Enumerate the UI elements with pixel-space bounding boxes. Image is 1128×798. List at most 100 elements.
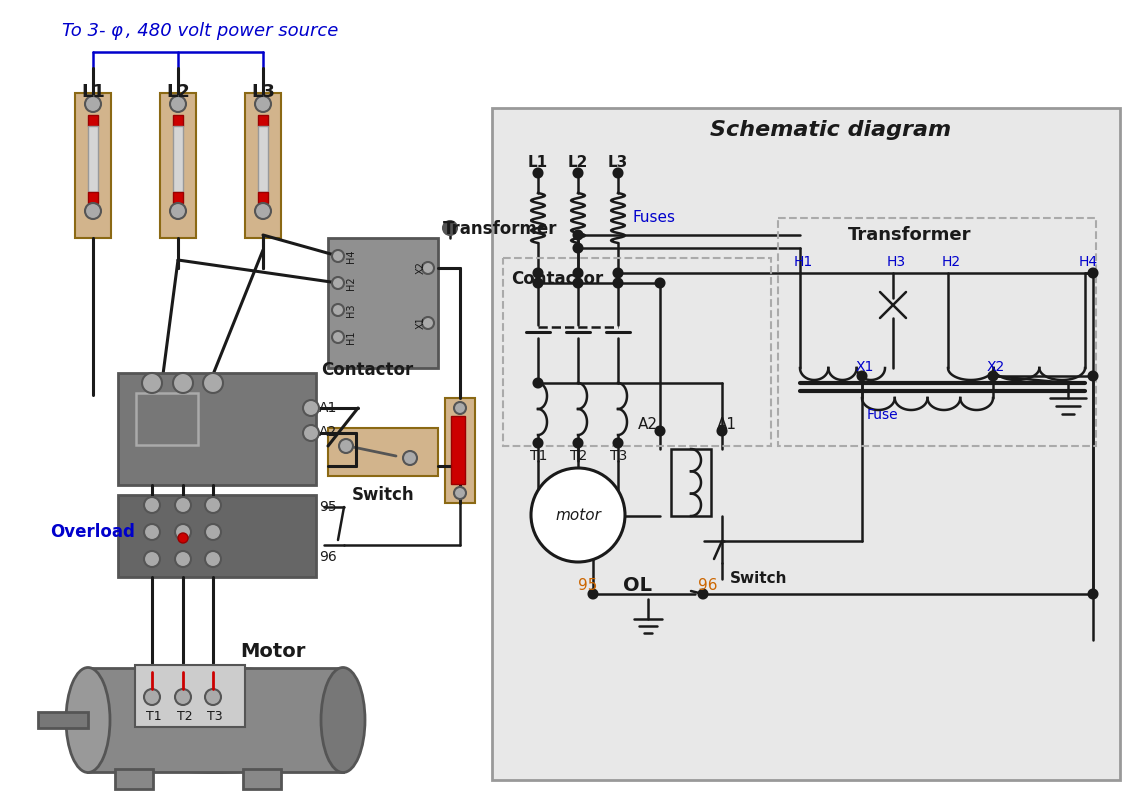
Text: A1: A1 [717,417,737,432]
Bar [88,126,98,192]
Circle shape [303,425,319,441]
Circle shape [422,317,434,329]
Circle shape [719,427,726,435]
Circle shape [1089,590,1098,598]
Circle shape [85,203,102,219]
Circle shape [614,439,622,447]
Text: L1: L1 [81,83,105,101]
Circle shape [534,169,541,177]
Bar [245,93,281,238]
Circle shape [144,497,160,513]
Text: H3: H3 [346,303,356,317]
Text: H1: H1 [346,330,356,344]
Circle shape [173,373,193,393]
Circle shape [699,590,707,598]
Bar [671,449,711,516]
Text: Transformer: Transformer [443,220,557,238]
Bar [88,192,98,203]
Bar [492,108,1120,780]
Circle shape [205,689,221,705]
Bar [74,93,111,238]
Circle shape [175,689,191,705]
Circle shape [178,533,188,543]
Text: Contactor: Contactor [321,361,413,379]
Text: H4: H4 [1079,255,1099,269]
Text: Overload: Overload [50,523,135,541]
Circle shape [453,402,466,414]
Circle shape [303,400,319,416]
Bar [258,126,268,192]
Text: T2: T2 [570,449,588,463]
Circle shape [332,277,344,289]
Bar [503,258,772,446]
Text: Switch: Switch [730,571,787,586]
Bar [328,238,438,368]
Text: OL: OL [623,576,652,595]
Text: T1: T1 [146,710,161,723]
Text: L3: L3 [608,155,628,170]
Circle shape [614,269,622,277]
Circle shape [255,203,271,219]
Circle shape [574,279,582,287]
Bar [136,393,199,445]
Text: L2: L2 [166,83,190,101]
Circle shape [170,203,186,219]
Bar [243,769,281,789]
Bar [173,115,183,126]
Circle shape [170,96,186,112]
Text: motor: motor [555,508,601,523]
Circle shape [858,372,866,380]
Text: Transformer: Transformer [848,226,971,244]
Circle shape [614,279,622,287]
Text: H3: H3 [887,255,906,269]
Circle shape [1089,269,1098,277]
Text: A1: A1 [319,401,337,415]
Text: φ: φ [111,22,122,40]
Circle shape [574,244,582,252]
Circle shape [422,262,434,274]
Circle shape [614,169,622,177]
Circle shape [340,439,353,453]
Bar [118,373,316,485]
Circle shape [574,169,582,177]
Bar [258,192,268,203]
Text: L1: L1 [528,155,548,170]
Circle shape [205,551,221,567]
Text: X1: X1 [416,317,426,330]
Bar [160,93,196,238]
Bar [118,495,316,577]
Bar [115,769,153,789]
Text: 95: 95 [319,500,336,514]
Ellipse shape [68,667,362,772]
Text: 96: 96 [698,578,717,593]
Circle shape [656,279,664,287]
Circle shape [656,427,664,435]
Text: X1: X1 [856,360,874,374]
Circle shape [1089,372,1098,380]
Circle shape [142,373,162,393]
Text: 96: 96 [319,550,337,564]
Circle shape [453,487,466,499]
Circle shape [205,497,221,513]
Text: Schematic diagram: Schematic diagram [710,120,951,140]
Circle shape [534,379,541,387]
Ellipse shape [321,667,365,772]
Circle shape [443,221,457,235]
Text: Switch: Switch [352,486,414,504]
Bar [173,192,183,203]
Bar [451,416,465,484]
Text: H2: H2 [942,255,961,269]
Text: H4: H4 [346,249,356,263]
Circle shape [332,304,344,316]
Bar [778,218,1096,446]
Circle shape [332,331,344,343]
Circle shape [203,373,223,393]
Circle shape [144,689,160,705]
Circle shape [175,524,191,540]
Circle shape [144,551,160,567]
Text: Contactor: Contactor [511,270,603,288]
Text: H2: H2 [346,276,356,290]
Circle shape [989,372,997,380]
Circle shape [255,96,271,112]
Circle shape [403,451,417,465]
